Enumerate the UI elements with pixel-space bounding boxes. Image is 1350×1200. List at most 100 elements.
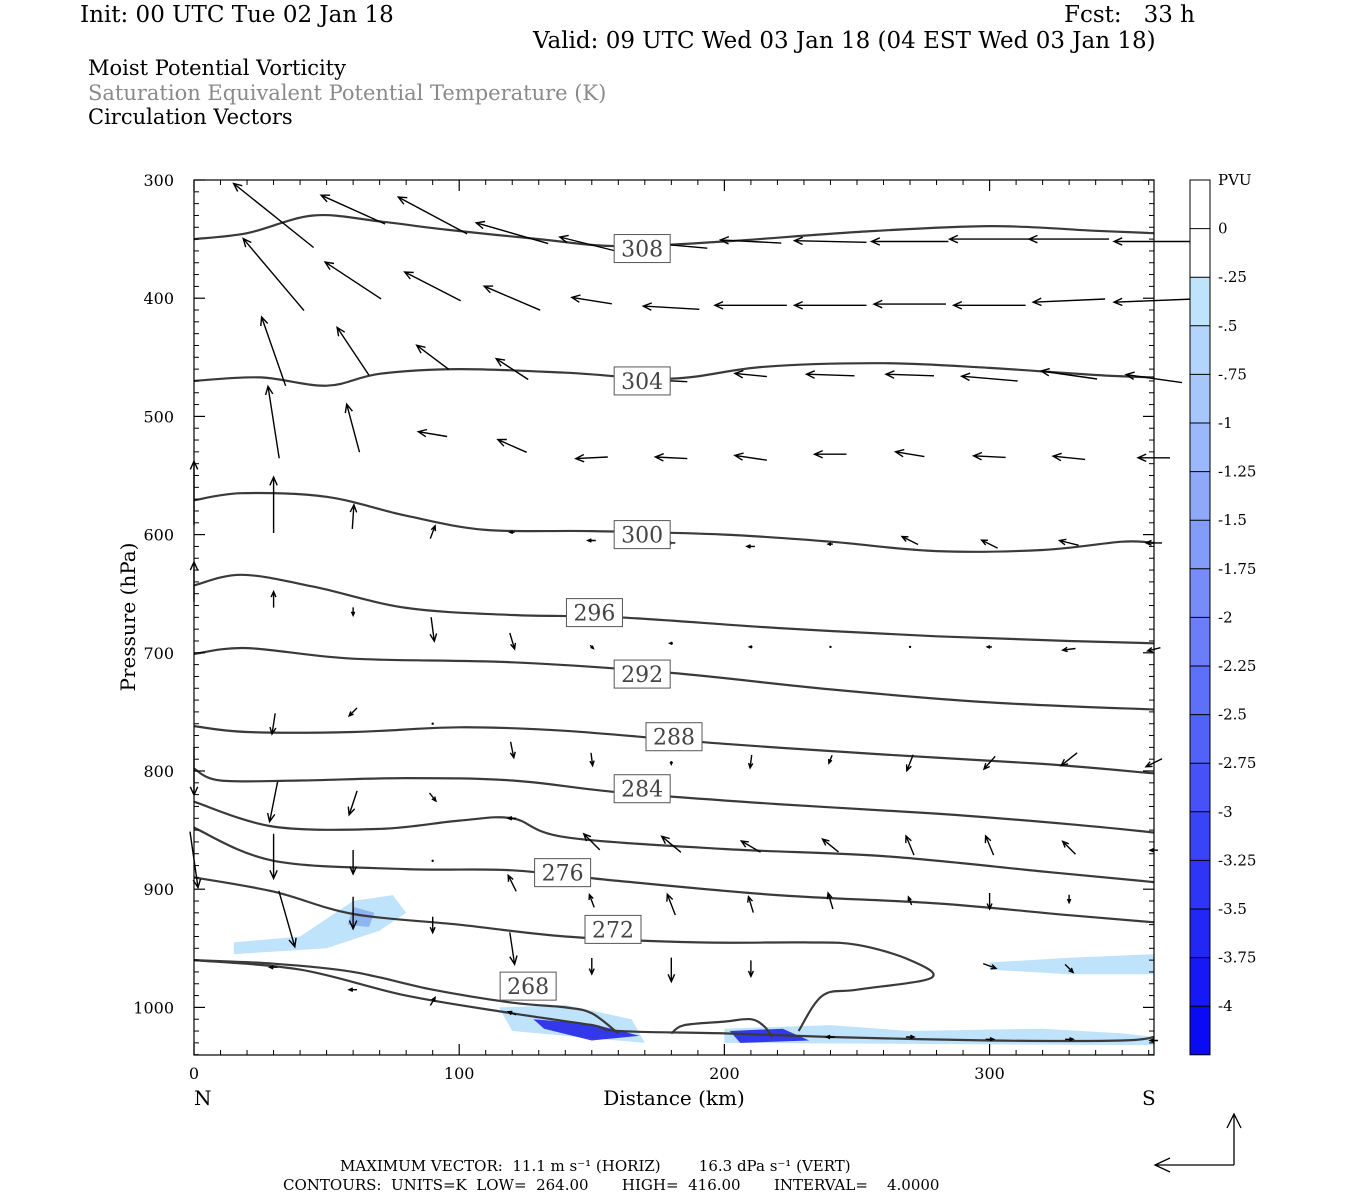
pv-region-4: [347, 906, 375, 927]
circulation-vector: [323, 261, 382, 300]
circulation-vector: [428, 792, 437, 803]
vector-arrow: [509, 632, 517, 651]
vector-arrow: [907, 895, 913, 906]
contour-label: 292: [621, 663, 663, 688]
vector-dot: [908, 645, 912, 649]
circulation-vector: [739, 840, 761, 853]
circulation-vector: [826, 891, 834, 910]
circulation-vector: [242, 237, 305, 312]
vector-arrow: [739, 840, 761, 853]
colorbar-label: -2: [1218, 608, 1233, 626]
vector-arrow: [747, 755, 754, 770]
vector-arrow: [905, 834, 915, 856]
circulation-vector: [821, 838, 839, 853]
circulation-vector: [396, 196, 468, 235]
y-tick-label: 400: [143, 289, 174, 308]
colorbar-segment: [1190, 228, 1210, 278]
circulation-vector: [713, 300, 787, 310]
vector-arrow: [474, 220, 549, 245]
vector-arrow: [336, 325, 370, 376]
circulation-vector: [906, 1034, 916, 1040]
colorbar-segment: [1190, 666, 1210, 715]
circulation-vector: [982, 755, 996, 771]
south-label: S: [1142, 1086, 1156, 1110]
circulation-vector: [804, 370, 855, 379]
circulation-vector: [347, 987, 358, 992]
y-tick-label: 500: [143, 407, 174, 426]
circulation-vector: [403, 271, 462, 302]
vector-arrow: [403, 271, 462, 302]
circulation-vector: [959, 372, 1018, 382]
circulation-vector: [589, 752, 595, 768]
theta-contour-7: [193, 800, 1155, 884]
vector-arrow: [509, 932, 518, 967]
contour-label-box: [584, 914, 642, 944]
circulation-vector: [415, 344, 450, 370]
vector-arrow: [747, 894, 754, 913]
circulation-vector: [482, 285, 541, 311]
vector-arrow: [667, 641, 673, 646]
circulation-vector: [278, 890, 297, 949]
vector-arrow: [270, 589, 277, 608]
circulation-vector: [350, 607, 356, 618]
circulation-vector: [558, 234, 624, 254]
vector-arrow: [396, 196, 468, 235]
colorbar-segment: [1190, 1006, 1210, 1055]
vector-arrow: [508, 530, 515, 535]
contour-label-layer: 308 304 300 296 292 288 284 276 272 268: [499, 234, 703, 1001]
contour-label: 272: [592, 918, 634, 943]
x-axis-label: Distance (km): [603, 1086, 745, 1110]
vector-arrow: [589, 752, 595, 768]
colorbar-segment: [1190, 180, 1210, 229]
circulation-vector: [872, 299, 946, 309]
circulation-vector: [905, 754, 914, 773]
colorbar-label: -1: [1218, 414, 1233, 432]
circulation-vector: [347, 707, 358, 718]
contour-label-box: [613, 234, 671, 264]
circulation-vector: [574, 453, 608, 463]
circulation-vector: [828, 754, 833, 765]
colorbar-label: -3.25: [1218, 851, 1256, 869]
vector-arrow: [506, 1010, 517, 1016]
circulation-vector: [416, 428, 448, 438]
x-tick-label: 0: [189, 1064, 199, 1083]
vector-arrow: [951, 300, 1026, 310]
circulation-vector: [660, 835, 682, 853]
vector-arrow: [428, 792, 437, 803]
vector-arrow: [1059, 752, 1078, 767]
vector-arrow: [986, 893, 993, 911]
vector-arrow: [323, 261, 382, 300]
colorbar-segment: [1190, 471, 1210, 521]
circulation-vector: [792, 236, 867, 246]
colorbar-label: -4: [1218, 997, 1233, 1015]
title-vectors: Circulation Vectors: [88, 105, 293, 129]
reference-vector-icon: [1153, 1112, 1242, 1173]
circulation-vector: [506, 1010, 517, 1016]
circulation-vector: [474, 220, 549, 245]
colorbar-label: -3.5: [1218, 900, 1247, 918]
circulation-vector: [349, 503, 358, 529]
vector-arrow: [347, 987, 358, 992]
circulation-vector: [347, 790, 358, 817]
max-vector-note: MAXIMUM VECTOR: 11.1 m s⁻¹ (HORIZ) 16.3 …: [340, 1157, 851, 1175]
circulation-vector: [985, 1037, 996, 1042]
circulation-vector: [984, 834, 995, 856]
circulation-vector: [267, 964, 278, 970]
theta-contour-3: [193, 573, 1155, 645]
circulation-vector: [429, 617, 438, 643]
contour-label-box: [613, 520, 671, 550]
circulation-vector: [826, 542, 833, 547]
circulation-vector: [908, 645, 912, 649]
vector-arrow: [985, 1037, 996, 1042]
title-theta-es: Saturation Equivalent Potential Temperat…: [88, 81, 607, 105]
vector-arrow: [589, 644, 595, 650]
vector-arrow: [509, 741, 516, 760]
vector-arrow: [713, 300, 787, 310]
colorbar-label: -3: [1218, 803, 1233, 821]
vector-arrow: [347, 790, 358, 817]
circulation-vector: [1039, 367, 1098, 380]
vector-arrow: [349, 850, 358, 876]
circulation-vector: [1027, 234, 1110, 244]
colorbar-segment: [1190, 957, 1210, 1007]
y-tick-label: 1000: [133, 998, 174, 1017]
